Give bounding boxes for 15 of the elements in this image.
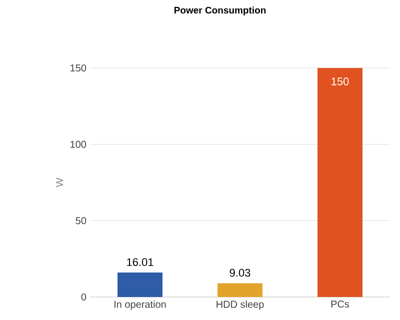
chart-title: Power Consumption xyxy=(174,6,266,16)
bar xyxy=(317,68,362,297)
data-label: 150 xyxy=(332,78,349,86)
y-axis-title: W xyxy=(56,178,63,188)
x-tick-label: In operation xyxy=(114,300,166,310)
bar xyxy=(217,283,262,297)
y-tick-label: 0 xyxy=(81,293,86,301)
y-tick-label: 50 xyxy=(76,217,86,224)
y-tick-label: 150 xyxy=(70,64,86,72)
data-label: 9.03 xyxy=(230,268,250,277)
y-tick-label: 100 xyxy=(70,140,86,148)
x-tick-label: HDD sleep xyxy=(216,300,264,310)
bar xyxy=(118,272,162,297)
data-label: 16.01 xyxy=(127,258,154,266)
x-tick-label: PCs xyxy=(331,300,350,308)
